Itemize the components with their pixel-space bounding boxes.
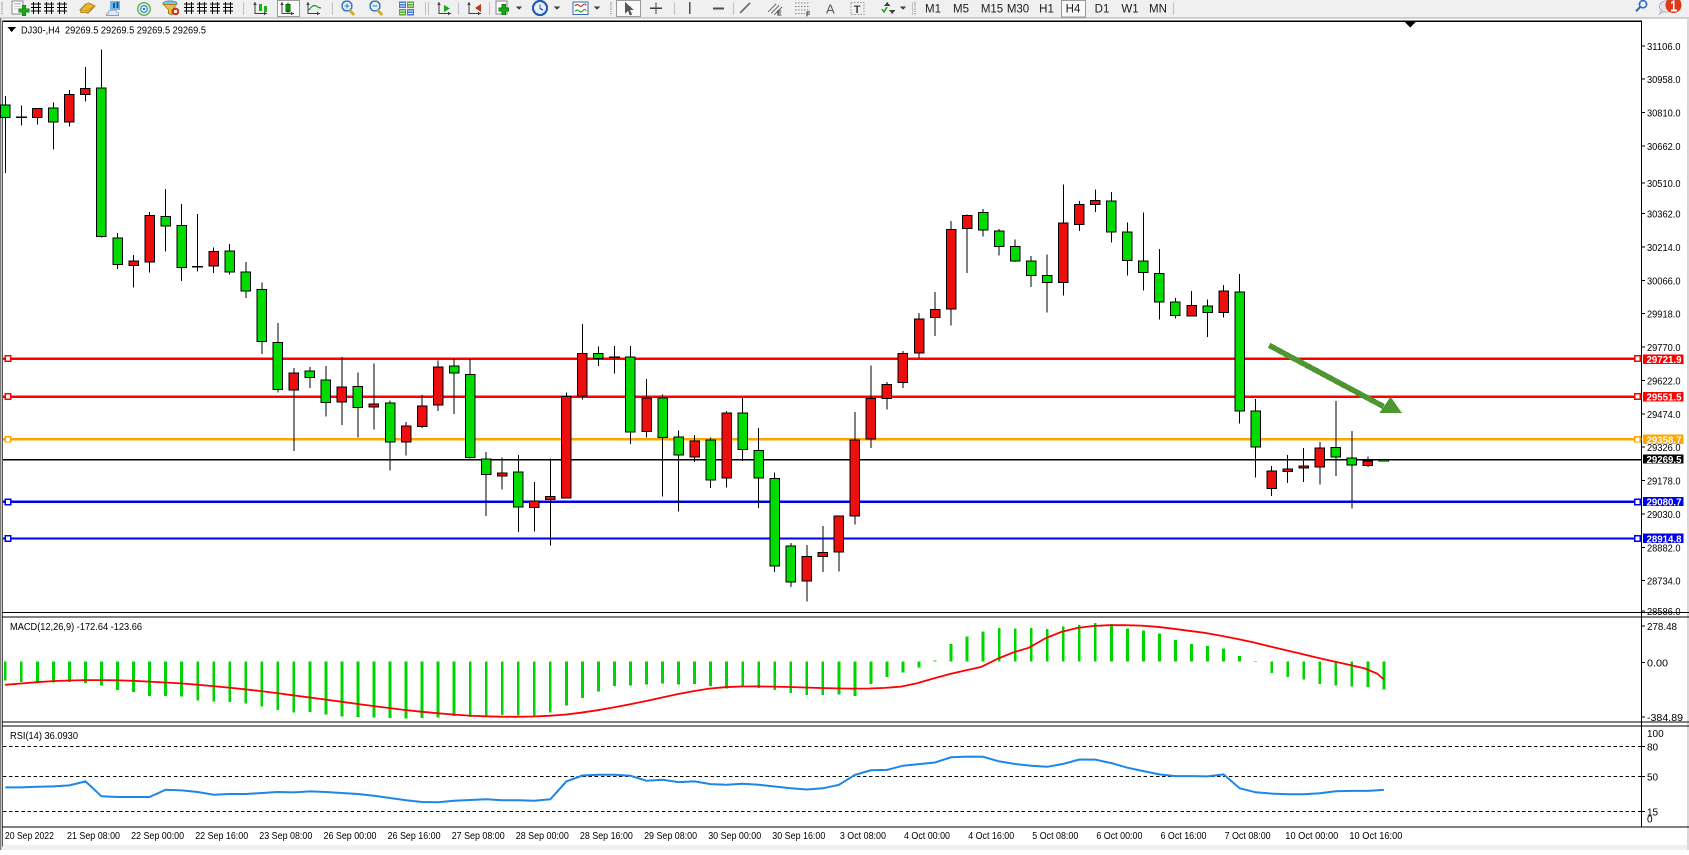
- svg-text:30 Sep 00:00: 30 Sep 00:00: [708, 831, 761, 842]
- svg-text:F: F: [806, 12, 811, 19]
- svg-text:29551.5: 29551.5: [1647, 393, 1682, 404]
- svg-text:29358.7: 29358.7: [1647, 435, 1682, 446]
- svg-text:29474.0: 29474.0: [1647, 410, 1681, 421]
- svg-text:29918.0: 29918.0: [1647, 310, 1681, 321]
- svg-text:29770.0: 29770.0: [1647, 343, 1681, 354]
- svg-text:50: 50: [1647, 773, 1659, 784]
- svg-text:28586.0: 28586.0: [1647, 607, 1681, 618]
- svg-text:278.48: 278.48: [1647, 622, 1677, 633]
- svg-text:29622.0: 29622.0: [1647, 376, 1681, 387]
- svg-text:29030.0: 29030.0: [1647, 510, 1681, 521]
- svg-text:29178.0: 29178.0: [1647, 477, 1681, 488]
- svg-text:10 Oct 00:00: 10 Oct 00:00: [1285, 831, 1338, 842]
- svg-text:0: 0: [1647, 815, 1653, 826]
- svg-text:5 Oct 08:00: 5 Oct 08:00: [1032, 831, 1078, 842]
- svg-text:28914.8: 28914.8: [1647, 534, 1682, 545]
- svg-text:30362.0: 30362.0: [1647, 210, 1681, 221]
- svg-text:29269.5: 29269.5: [1647, 455, 1682, 466]
- svg-text:29326.0: 29326.0: [1647, 443, 1681, 454]
- svg-text:MN: MN: [1149, 4, 1167, 16]
- svg-text:29721.9: 29721.9: [1647, 355, 1682, 366]
- svg-text:28 Sep 00:00: 28 Sep 00:00: [516, 831, 569, 842]
- svg-text:0.00: 0.00: [1647, 658, 1668, 669]
- svg-text:H1: H1: [1039, 4, 1054, 16]
- svg-text:23 Sep 08:00: 23 Sep 08:00: [259, 831, 312, 842]
- svg-text:29080.7: 29080.7: [1647, 498, 1682, 509]
- svg-text:M15: M15: [981, 4, 1003, 16]
- svg-text:30510.0: 30510.0: [1647, 179, 1681, 190]
- svg-text:28734.0: 28734.0: [1647, 577, 1681, 588]
- svg-text:RSI(14) 36.0930: RSI(14) 36.0930: [10, 731, 78, 742]
- svg-text:30810.0: 30810.0: [1647, 109, 1681, 120]
- svg-text:T: T: [854, 4, 861, 16]
- svg-text:4 Oct 16:00: 4 Oct 16:00: [968, 831, 1014, 842]
- svg-text:22 Sep 00:00: 22 Sep 00:00: [131, 831, 184, 842]
- svg-text:15: 15: [1647, 808, 1659, 819]
- svg-text:DJ30-,H4 29269.5 29269.5 2926: DJ30-,H4 29269.5 29269.5 29269.5 29269.5: [21, 26, 206, 37]
- svg-text:100: 100: [1647, 729, 1664, 740]
- svg-text:D1: D1: [1095, 4, 1110, 16]
- svg-text:4 Oct 00:00: 4 Oct 00:00: [904, 831, 950, 842]
- svg-text:30066.0: 30066.0: [1647, 276, 1681, 287]
- svg-text:MACD(12,26,9) -172.64 -123.66: MACD(12,26,9) -172.64 -123.66: [10, 622, 142, 633]
- svg-text:30214.0: 30214.0: [1647, 243, 1681, 254]
- svg-text:H4: H4: [1066, 4, 1081, 16]
- svg-text:A: A: [826, 2, 835, 17]
- svg-text:30958.0: 30958.0: [1647, 75, 1681, 86]
- svg-text:7 Oct 08:00: 7 Oct 08:00: [1225, 831, 1271, 842]
- svg-text:E: E: [777, 11, 782, 18]
- svg-text:30 Sep 16:00: 30 Sep 16:00: [772, 831, 825, 842]
- svg-text:3 Oct 08:00: 3 Oct 08:00: [840, 831, 886, 842]
- svg-text:80: 80: [1647, 743, 1659, 754]
- svg-text:30662.0: 30662.0: [1647, 142, 1681, 153]
- svg-text:M5: M5: [953, 4, 969, 16]
- svg-text:M1: M1: [925, 4, 941, 16]
- svg-text:21 Sep 08:00: 21 Sep 08:00: [67, 831, 120, 842]
- svg-text:6 Oct 00:00: 6 Oct 00:00: [1096, 831, 1142, 842]
- svg-text:6 Oct 16:00: 6 Oct 16:00: [1161, 831, 1207, 842]
- svg-text:20 Sep 2022: 20 Sep 2022: [5, 831, 54, 842]
- svg-text:M30: M30: [1007, 4, 1029, 16]
- svg-text:31106.0: 31106.0: [1647, 42, 1681, 53]
- svg-text:26 Sep 16:00: 26 Sep 16:00: [388, 831, 441, 842]
- svg-text:-384.89: -384.89: [1647, 713, 1683, 724]
- svg-text:27 Sep 08:00: 27 Sep 08:00: [452, 831, 505, 842]
- svg-text:W1: W1: [1121, 4, 1138, 16]
- svg-text:28882.0: 28882.0: [1647, 543, 1681, 554]
- svg-text:28 Sep 16:00: 28 Sep 16:00: [580, 831, 633, 842]
- svg-text:29 Sep 08:00: 29 Sep 08:00: [644, 831, 697, 842]
- svg-text:26 Sep 00:00: 26 Sep 00:00: [324, 831, 377, 842]
- svg-text:10 Oct 16:00: 10 Oct 16:00: [1349, 831, 1402, 842]
- svg-text:22 Sep 16:00: 22 Sep 16:00: [195, 831, 248, 842]
